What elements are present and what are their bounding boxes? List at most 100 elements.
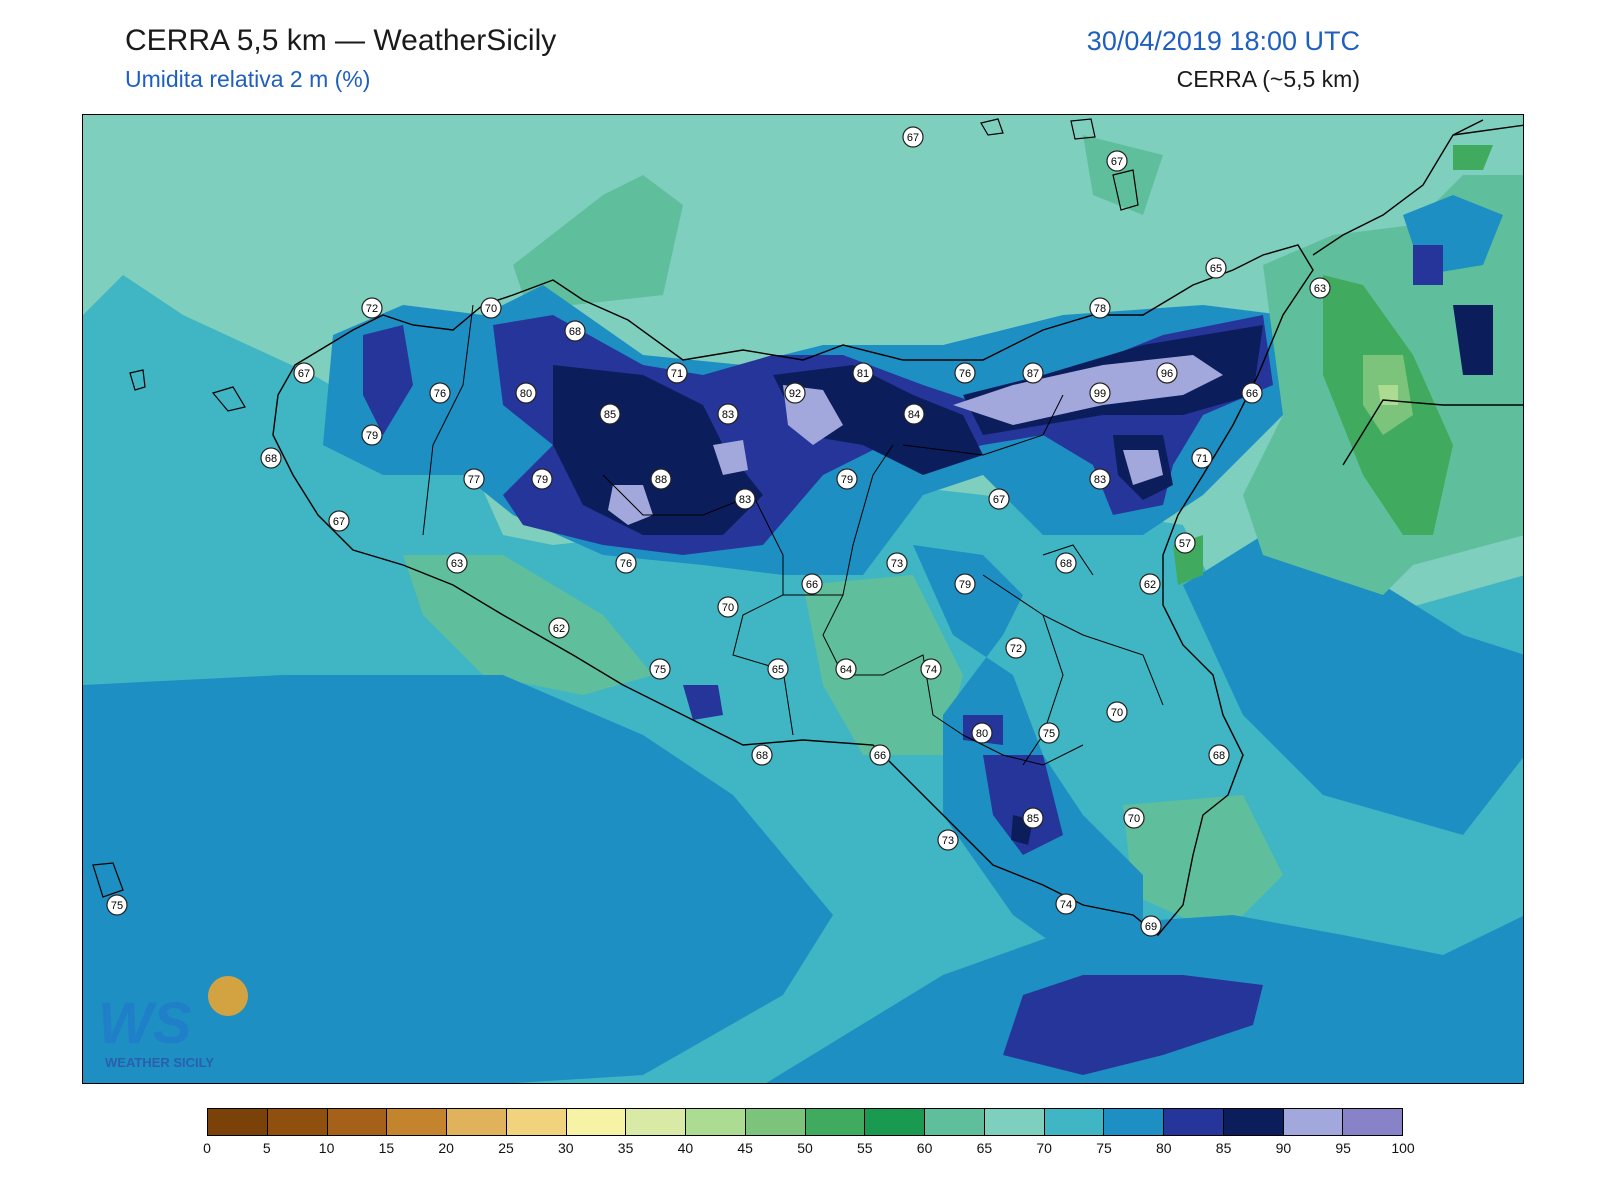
station-value: 80	[520, 388, 532, 400]
station-marker: 73	[886, 552, 908, 574]
station-value: 79	[366, 430, 378, 442]
station-marker: 65	[767, 658, 789, 680]
station-value: 67	[298, 368, 310, 380]
island	[129, 369, 146, 391]
station-circle	[1106, 701, 1128, 723]
island	[980, 118, 1004, 136]
station-marker: 72	[1005, 637, 1027, 659]
station-value: 71	[671, 368, 683, 380]
colorbar-tick-label: 90	[1275, 1140, 1292, 1156]
field-lower-sea	[83, 675, 833, 1083]
station-marker: 88	[650, 468, 672, 490]
station-marker: 83	[717, 403, 739, 425]
station-marker: 85	[1022, 807, 1044, 829]
colorbar	[207, 1108, 1403, 1136]
station-value: 72	[366, 303, 378, 315]
station-circle	[801, 573, 823, 595]
station-circle	[1205, 257, 1227, 279]
station-marker: 78	[1089, 297, 1111, 319]
station-value: 67	[333, 516, 345, 528]
station-circle	[1022, 362, 1044, 384]
station-value: 75	[111, 900, 123, 912]
station-circle	[1089, 382, 1111, 404]
station-circle	[920, 658, 942, 680]
station-circle	[1208, 744, 1230, 766]
field-patch	[1083, 135, 1163, 215]
field-north-band	[1123, 450, 1163, 485]
station-circle	[836, 468, 858, 490]
station-marker: 79	[836, 468, 858, 490]
station-marker: 68	[564, 320, 586, 342]
station-marker: 69	[1140, 915, 1162, 937]
colorbar-tick-label: 35	[617, 1140, 634, 1156]
colorbar-segment	[327, 1109, 388, 1135]
station-circle	[1089, 297, 1111, 319]
station-circle	[650, 468, 672, 490]
colorbar-tick-label: 40	[677, 1140, 694, 1156]
station-value: 81	[857, 368, 869, 380]
station-marker: 64	[835, 658, 857, 680]
station-marker: 83	[734, 488, 756, 510]
station-circle	[971, 722, 993, 744]
map-title: CERRA 5,5 km — WeatherSicily	[125, 24, 557, 57]
station-value: 68	[1213, 750, 1225, 762]
weathersicily-logo: WS WEATHER SICILY	[98, 976, 248, 1070]
colorbar-tick-label: 15	[378, 1140, 395, 1156]
station-value: 99	[1094, 388, 1106, 400]
station-circle	[988, 488, 1010, 510]
field-calabria	[1413, 245, 1443, 285]
station-circle	[717, 596, 739, 618]
colorbar-segment	[626, 1109, 686, 1135]
colorbar-tick-label: 55	[857, 1140, 873, 1156]
field-north-band	[773, 365, 983, 475]
station-circle	[1174, 532, 1196, 554]
colorbar-tick-label: 85	[1215, 1140, 1232, 1156]
station-circle	[1005, 637, 1027, 659]
station-circle	[1156, 362, 1178, 384]
colorbar-segment	[984, 1109, 1045, 1135]
station-circle	[1140, 915, 1162, 937]
station-marker: 67	[1106, 150, 1128, 172]
sicily-coastline	[272, 244, 1314, 936]
colorbar-tick-label: 45	[737, 1140, 753, 1156]
station-marker: 70	[1123, 807, 1145, 829]
field-north-band	[363, 325, 413, 435]
station-circle	[902, 126, 924, 148]
station-marker: 65	[1205, 257, 1227, 279]
field-patch	[803, 575, 963, 755]
island	[92, 862, 124, 898]
colorbar-tick-label: 20	[438, 1140, 454, 1156]
field-calabria	[1453, 305, 1493, 375]
station-value: 74	[925, 664, 937, 676]
station-marker: 80	[515, 382, 537, 404]
field-south-blob	[1003, 975, 1263, 1075]
station-marker: 84	[903, 403, 925, 425]
station-value: 84	[908, 409, 920, 421]
station-circle	[869, 744, 891, 766]
station-circle	[615, 552, 637, 574]
colorbar-segment	[686, 1109, 746, 1135]
station-marker: 75	[649, 658, 671, 680]
station-value: 79	[536, 474, 548, 486]
station-marker: 67	[328, 510, 350, 532]
station-value: 66	[806, 579, 818, 591]
field-calabria	[1453, 145, 1493, 170]
station-marker: 99	[1089, 382, 1111, 404]
station-value: 79	[959, 579, 971, 591]
station-marker: 79	[531, 468, 553, 490]
station-value: 75	[1043, 728, 1055, 740]
station-circle	[1191, 447, 1213, 469]
colorbar-tick-label: 100	[1391, 1140, 1415, 1156]
station-value: 66	[1246, 388, 1258, 400]
station-circle	[751, 744, 773, 766]
station-circle	[886, 552, 908, 574]
station-value: 83	[722, 409, 734, 421]
colorbar-tick-label: 30	[558, 1140, 574, 1156]
field-patch	[1123, 795, 1283, 935]
colorbar-segment	[447, 1109, 507, 1135]
station-circle	[1089, 468, 1111, 490]
station-value: 76	[959, 368, 971, 380]
svg-text:WS: WS	[98, 991, 192, 1056]
colorbar-segment	[745, 1109, 806, 1135]
colorbar-segment	[387, 1109, 447, 1135]
